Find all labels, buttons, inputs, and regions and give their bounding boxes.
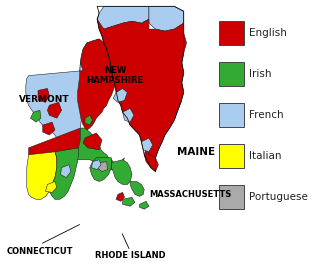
Polygon shape <box>74 128 124 170</box>
Polygon shape <box>97 162 108 172</box>
Polygon shape <box>26 63 83 150</box>
Polygon shape <box>141 138 153 152</box>
FancyBboxPatch shape <box>219 144 244 168</box>
Polygon shape <box>85 115 92 125</box>
Polygon shape <box>123 197 135 206</box>
Text: French: French <box>249 110 284 120</box>
Text: Italian: Italian <box>249 151 281 161</box>
FancyBboxPatch shape <box>219 62 244 86</box>
Polygon shape <box>27 152 57 199</box>
Polygon shape <box>30 110 41 122</box>
Text: Portuguese: Portuguese <box>249 192 308 202</box>
Text: VERMONT: VERMONT <box>19 95 70 104</box>
Polygon shape <box>113 88 127 102</box>
Text: Irish: Irish <box>249 69 271 79</box>
Text: NEW
HAMPSHIRE: NEW HAMPSHIRE <box>86 66 144 85</box>
Text: MAINE: MAINE <box>177 147 215 157</box>
Polygon shape <box>80 39 107 71</box>
Polygon shape <box>144 148 158 172</box>
Polygon shape <box>77 39 115 130</box>
Polygon shape <box>130 182 144 196</box>
Polygon shape <box>90 158 111 182</box>
Polygon shape <box>38 88 49 102</box>
Text: CONNECTICUT: CONNECTICUT <box>7 247 73 256</box>
Text: MASSACHUSETTS: MASSACHUSETTS <box>149 190 231 199</box>
Text: English: English <box>249 28 287 38</box>
Polygon shape <box>116 193 124 201</box>
Polygon shape <box>149 6 184 31</box>
FancyBboxPatch shape <box>219 21 244 45</box>
FancyBboxPatch shape <box>219 103 244 127</box>
Polygon shape <box>47 102 61 118</box>
Polygon shape <box>97 6 149 29</box>
Polygon shape <box>92 160 101 170</box>
Polygon shape <box>97 19 187 162</box>
Polygon shape <box>60 165 71 178</box>
Polygon shape <box>83 133 102 150</box>
Polygon shape <box>123 108 134 122</box>
FancyBboxPatch shape <box>219 185 244 209</box>
Text: RHODE ISLAND: RHODE ISLAND <box>95 250 165 260</box>
Polygon shape <box>45 182 57 193</box>
Polygon shape <box>49 148 78 199</box>
Polygon shape <box>28 128 80 163</box>
Polygon shape <box>111 160 132 184</box>
Polygon shape <box>140 201 149 209</box>
Polygon shape <box>43 122 55 135</box>
